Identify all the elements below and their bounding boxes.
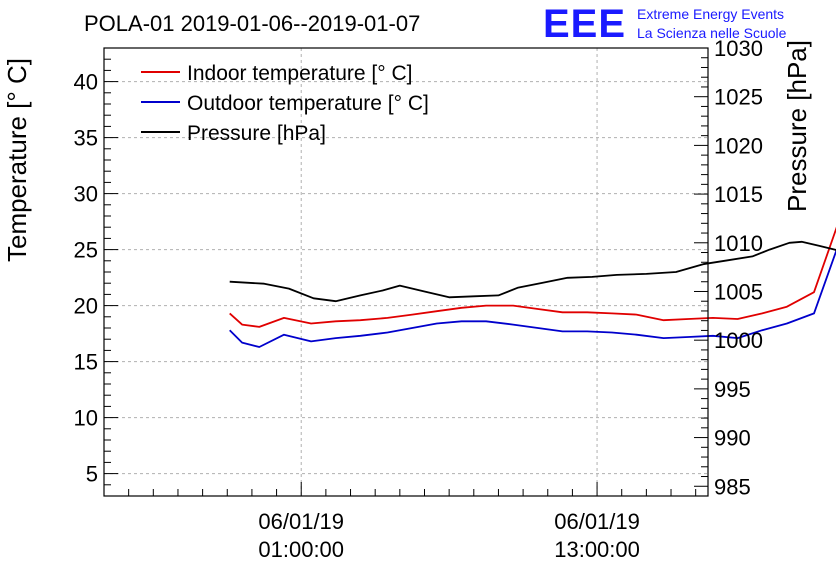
indoor-temperature-line — [229, 226, 836, 328]
y-tick-label: 15 — [74, 350, 98, 375]
y2-tick-label: 1015 — [714, 182, 763, 207]
x-tick-label-time: 13:00:00 — [554, 537, 640, 562]
y2-tick-label: 990 — [714, 426, 751, 451]
series-lines — [229, 226, 836, 348]
logo-subtitle-2: La Scienza nelle Scuole — [637, 25, 787, 41]
y-tick-label: 20 — [74, 294, 98, 319]
plot-frame — [103, 47, 709, 497]
axis-ticks: 5101520253035409859909951000100510101015… — [74, 36, 763, 562]
y2-tick-label: 1025 — [714, 85, 763, 110]
y-tick-label: 40 — [74, 70, 98, 95]
y2-tick-label: 995 — [714, 377, 751, 402]
y2-axis-label: Pressure [hPa] — [782, 40, 812, 212]
y2-tick-label: 1005 — [714, 279, 763, 304]
y2-tick-label: 1000 — [714, 328, 763, 353]
grid-lines — [104, 48, 708, 496]
y2-tick-label: 1020 — [714, 133, 763, 158]
y-tick-label: 25 — [74, 238, 98, 263]
y-axis-label: Temperature [° C] — [2, 58, 32, 262]
legend-label-pressure: Pressure [hPa] — [187, 122, 326, 145]
pressure-line — [229, 240, 836, 303]
y2-tick-label: 1010 — [714, 231, 763, 256]
x-tick-label-time: 01:00:00 — [258, 537, 344, 562]
x-tick-label-date: 06/01/19 — [554, 509, 640, 534]
legend: Indoor temperature [° C] Outdoor tempera… — [141, 62, 429, 145]
y-tick-label: 35 — [74, 126, 98, 151]
y-tick-label: 30 — [74, 182, 98, 207]
outdoor-temperature-line — [229, 248, 836, 348]
y-tick-label: 10 — [74, 406, 98, 431]
x-tick-label-date: 06/01/19 — [258, 509, 344, 534]
legend-label-indoor: Indoor temperature [° C] — [187, 62, 413, 85]
y2-tick-label: 1030 — [714, 36, 763, 61]
eee-logo: EEE — [543, 2, 626, 46]
logo-subtitle-1: Extreme Energy Events — [637, 6, 784, 22]
y-tick-label: 5 — [86, 462, 98, 487]
y2-tick-label: 985 — [714, 474, 751, 499]
legend-label-outdoor: Outdoor temperature [° C] — [187, 92, 429, 115]
chart-title: POLA-01 2019-01-06--2019-01-07 — [84, 11, 420, 36]
